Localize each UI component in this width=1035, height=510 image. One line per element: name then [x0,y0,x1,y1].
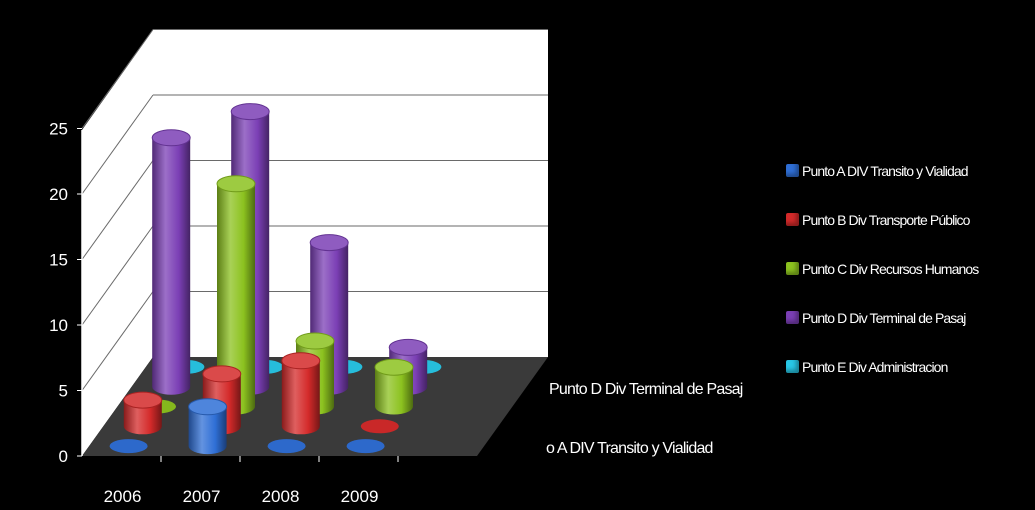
bar-top [123,391,163,409]
gridline-side [81,29,154,129]
bar [267,439,306,454]
y-tick-label: 0 [59,447,68,466]
x-tick-label: 2007 [183,487,221,506]
legend-swatch [786,213,799,226]
bar-top [309,234,349,252]
bar-top [188,398,228,416]
bar-top [151,129,191,147]
bar-top [374,358,414,376]
y-tick-label: 20 [49,185,68,204]
bar-body [152,129,191,395]
bar-top [360,419,399,434]
legend-item: Punto B Div Transporte Público [786,195,1026,244]
bar [374,358,414,415]
y-tick-label: 10 [49,316,68,335]
bar-body [217,175,255,415]
y-tick-label: 15 [49,251,68,270]
bar-top [346,439,385,454]
y-tick-label: 25 [49,120,68,139]
bar [188,398,228,455]
depth-axis-label: Punto D Div Terminal de Pasaj [549,381,743,398]
bar-top [109,439,148,454]
bar [109,439,148,454]
x-tick-label: 2009 [341,487,379,506]
bar-top [281,352,321,370]
x-tick-label: 2006 [104,487,142,506]
x-tick-label: 2008 [262,487,300,506]
back-wall [153,30,548,357]
gridline-side [81,225,154,326]
bar [346,439,385,454]
bar-top [216,175,256,193]
legend-label: Punto E Div Administracion [802,358,948,375]
legend-swatch [786,311,799,324]
legend-swatch [786,360,799,373]
legend-swatch [786,262,799,275]
bar [123,391,163,435]
legend-label: Punto D Div Terminal de Pasaj [802,309,966,326]
gridline-side [81,94,154,195]
bar-top [388,338,428,356]
bar-body [281,352,320,435]
legend-item: Punto C Div Recursos Humanos [786,244,1026,293]
y-tick-label: 5 [59,382,68,401]
legend-label: Punto A DIV Transito y Vialidad [802,162,969,179]
bar-top [202,365,242,383]
legend: Punto A DIV Transito y Vialidad Punto B D… [786,146,1026,391]
bar-top [230,103,270,121]
bar-top [267,439,306,454]
legend-item: Punto A DIV Transito y Vialidad [786,146,1026,195]
legend-item: Punto E Div Administracion [786,342,1026,391]
bar [360,419,399,434]
legend-label: Punto B Div Transporte Público [802,211,970,228]
gridline-side [81,291,154,391]
legend-swatch [786,164,799,177]
bar-top [295,332,335,350]
bar [216,175,256,415]
bar [151,129,191,395]
depth-axis-label: o A DIV Transito y Vialidad [546,440,713,457]
side-wall [82,30,153,456]
legend-item: Punto D Div Terminal de Pasaj [786,293,1026,342]
legend-label: Punto C Div Recursos Humanos [802,260,979,277]
gridline-side [81,160,154,260]
bar [281,352,321,435]
